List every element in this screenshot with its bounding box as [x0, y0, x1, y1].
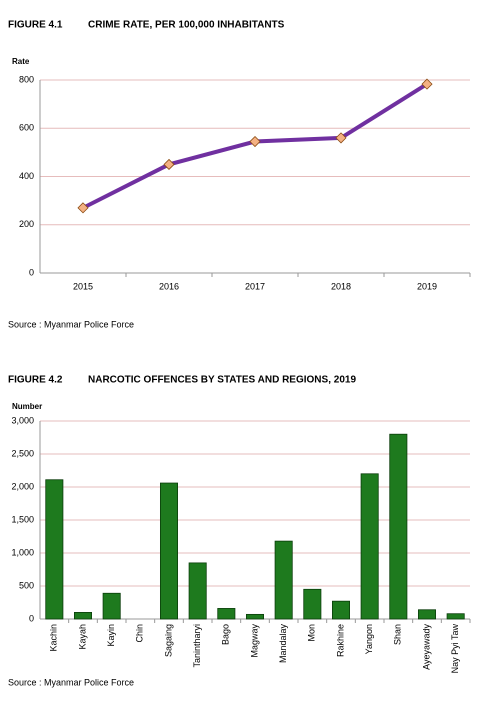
chart-title: NARCOTIC OFFENCES BY STATES AND REGIONS,… [88, 375, 356, 386]
x-tick-label: Mandalay [278, 624, 288, 664]
y-tick-label: 400 [19, 171, 34, 181]
y-tick-label: 0 [29, 267, 34, 277]
x-tick-label: Bago [221, 624, 231, 645]
bar [217, 608, 236, 620]
marker [421, 78, 433, 90]
x-tick-label: Tanintharyi [192, 624, 202, 668]
x-tick-label: 2019 [417, 281, 437, 291]
y-axis-label: Rate [12, 57, 30, 66]
bar [417, 609, 436, 620]
bar [245, 613, 264, 620]
x-tick-label: Kayin [106, 624, 116, 647]
bar [274, 540, 293, 620]
x-tick-label: Nay Pyi Taw [450, 624, 460, 674]
bar [45, 479, 64, 620]
bar [389, 433, 408, 620]
bar [360, 473, 379, 620]
x-tick-label: Magway [249, 624, 259, 658]
y-tick-label: 2,000 [11, 481, 34, 491]
x-tick-label: 2018 [331, 281, 351, 291]
x-tick-label: Rakhine [335, 624, 345, 657]
marker [249, 135, 261, 148]
y-tick-label: 800 [19, 74, 34, 84]
x-tick-label: Chin [135, 624, 145, 643]
y-tick-label: 200 [19, 219, 34, 229]
x-tick-label: Ayeyawady [421, 624, 431, 670]
x-tick-label: Yangon [364, 624, 374, 654]
y-tick-label: 500 [19, 580, 34, 590]
y-axis-label: Number [12, 402, 42, 411]
y-tick-label: 3,000 [11, 415, 34, 425]
x-tick-label: Mon [307, 624, 317, 642]
y-tick-label: 600 [19, 123, 34, 133]
bar [446, 613, 465, 620]
x-tick-label: Kayah [77, 624, 87, 650]
figure-number: FIGURE 4.2 [8, 375, 63, 386]
y-tick-label: 1,500 [11, 514, 34, 524]
source: Source : Myanmar Police Force [8, 319, 134, 329]
bar [303, 588, 322, 620]
bar [159, 482, 178, 620]
bar [102, 592, 121, 620]
x-tick-label: 2017 [245, 281, 265, 291]
bar [74, 612, 93, 620]
figure-number: FIGURE 4.1 [8, 20, 63, 31]
y-tick-label: 2,500 [11, 448, 34, 458]
y-tick-label: 0 [29, 613, 34, 623]
y-tick-label: 1,000 [11, 547, 34, 557]
x-tick-label: Shan [393, 624, 403, 645]
marker [77, 202, 89, 214]
bar [331, 600, 350, 620]
x-tick-label: 2015 [73, 281, 93, 291]
source: Source : Myanmar Police Force [8, 677, 134, 687]
bar [188, 562, 207, 620]
marker [163, 158, 175, 171]
marker [335, 132, 347, 144]
x-tick-label: Kachin [49, 624, 59, 652]
x-tick-label: 2016 [159, 281, 179, 291]
x-tick-label: Sagaing [163, 624, 173, 657]
chart-title: CRIME RATE, PER 100,000 INHABITANTS [88, 20, 285, 31]
